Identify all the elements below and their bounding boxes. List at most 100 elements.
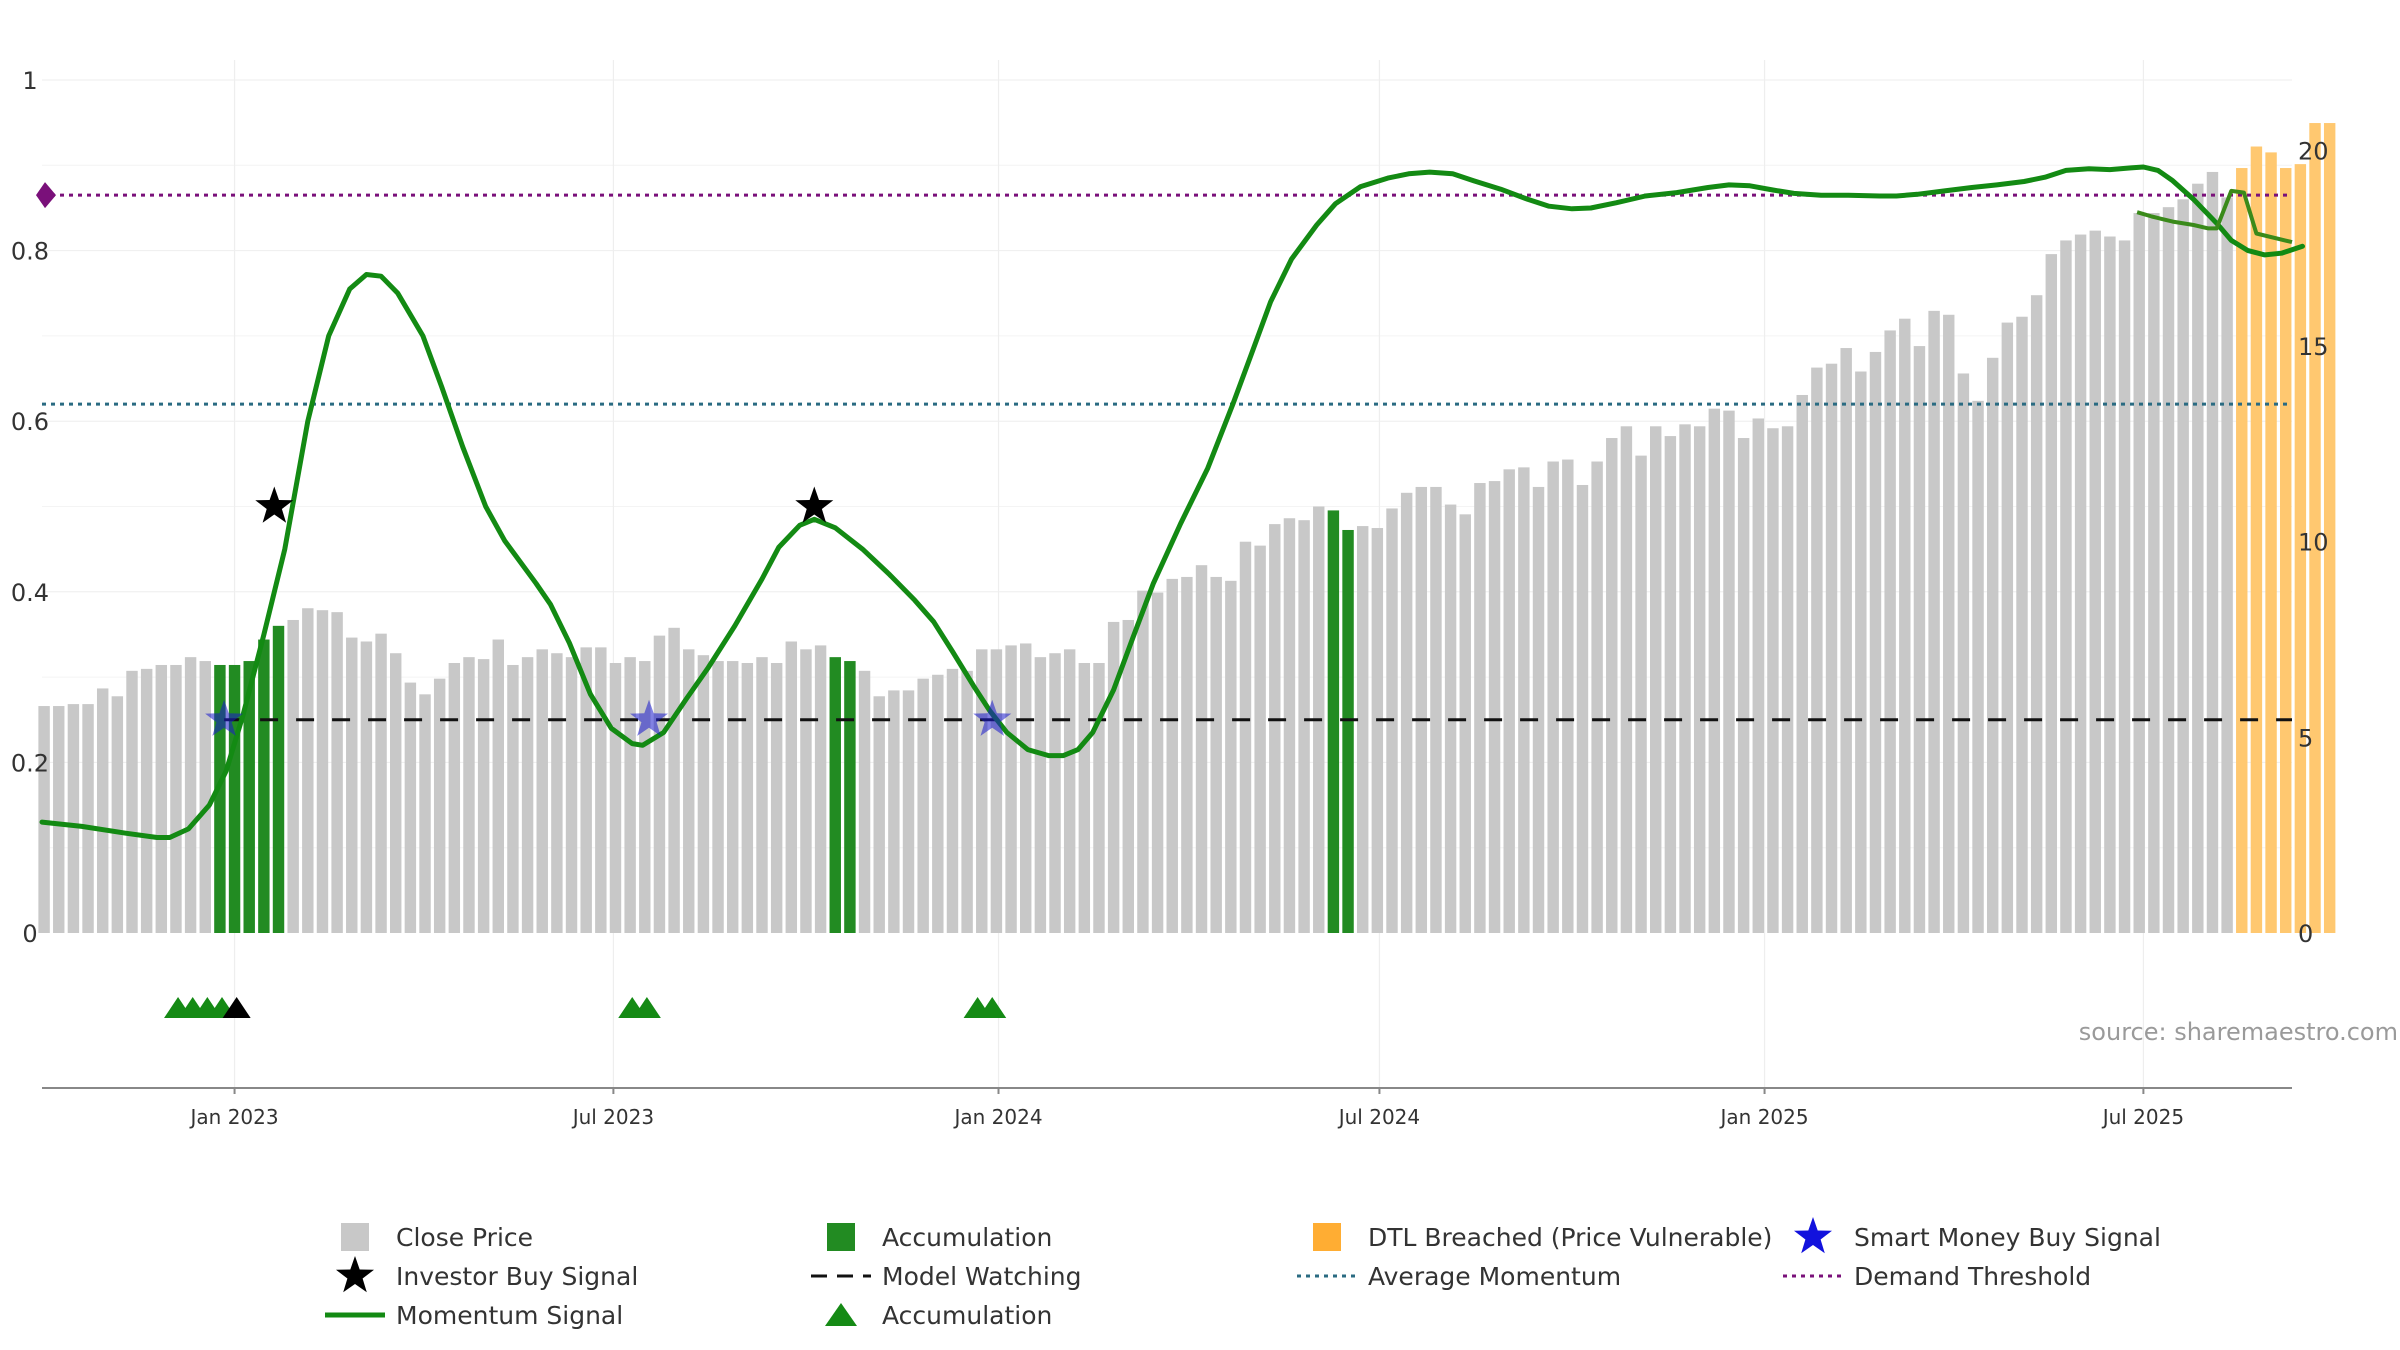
close-price-bar bbox=[1210, 576, 1222, 933]
legend-label: Model Watching bbox=[882, 1262, 1082, 1291]
close-price-bar bbox=[1195, 565, 1208, 933]
close-price-bar bbox=[507, 664, 519, 933]
close-price-bar bbox=[1049, 653, 1061, 933]
close-price-bar bbox=[1679, 424, 1691, 933]
grid bbox=[42, 60, 2292, 1088]
dtl-breached-bar bbox=[2236, 168, 2248, 933]
axes: Jan 2023 Jul 2023 Jan 2024 Jul 2024 Jan 2025… bbox=[11, 67, 2329, 1129]
close-price-bar bbox=[726, 661, 739, 933]
legend-label: Demand Threshold bbox=[1854, 1262, 2091, 1291]
close-price-bar bbox=[1034, 657, 1047, 933]
close-price-bar bbox=[609, 663, 622, 933]
right-tick-label: 0 bbox=[2298, 920, 2313, 948]
close-price-bar bbox=[1811, 367, 1823, 934]
close-price-bar bbox=[595, 647, 607, 933]
accumulation-triangle bbox=[632, 997, 661, 1018]
markers bbox=[164, 486, 1012, 1018]
accumulation-bar bbox=[228, 664, 241, 933]
legend-item: Momentum Signal bbox=[325, 1301, 623, 1330]
legend-label: Accumulation bbox=[882, 1301, 1052, 1330]
close-price-bar bbox=[2192, 183, 2204, 933]
close-price-bar bbox=[1474, 483, 1486, 933]
close-price-bar bbox=[976, 649, 988, 933]
close-price-bar bbox=[946, 668, 959, 933]
close-price-bar bbox=[1825, 363, 1838, 934]
legend-item: Accumulation bbox=[825, 1301, 1052, 1330]
left-tick-label: 0 bbox=[22, 920, 37, 948]
close-price-bar bbox=[1269, 524, 1281, 933]
close-price-bar bbox=[1107, 621, 1120, 933]
close-price-bar bbox=[536, 649, 548, 933]
x-tick-label: Jan 2025 bbox=[1719, 1105, 1809, 1129]
close-price-bar bbox=[1650, 426, 1662, 933]
close-price-bar bbox=[1986, 357, 1999, 934]
close-price-bar bbox=[2133, 213, 2145, 934]
left-tick-label: 0.4 bbox=[11, 579, 49, 607]
close-price-bar bbox=[990, 649, 1003, 933]
legend-item: Smart Money Buy Signal bbox=[1794, 1217, 2161, 1254]
right-tick-label: 10 bbox=[2298, 529, 2329, 557]
left-tick-label: 1 bbox=[22, 67, 37, 95]
close-price-bar bbox=[1547, 461, 1559, 933]
close-price-bar bbox=[96, 688, 109, 933]
close-price-bar bbox=[1708, 408, 1721, 933]
close-price-bar bbox=[1737, 438, 1750, 933]
accumulation-bar bbox=[272, 625, 285, 933]
close-price-bar bbox=[1356, 526, 1369, 933]
close-price-bar bbox=[1078, 663, 1091, 933]
close-price-bar bbox=[155, 664, 168, 933]
dtl-breached-bar bbox=[2309, 123, 2321, 934]
close-price-bar bbox=[375, 633, 387, 933]
legend: Close Price Investor Buy Signal Momentum S… bbox=[325, 1217, 2161, 1330]
close-price-bar bbox=[1796, 394, 1808, 933]
close-price-bar bbox=[404, 682, 417, 933]
close-price-bar bbox=[126, 670, 138, 933]
investor-star bbox=[795, 486, 834, 523]
black-star-icon bbox=[336, 1256, 374, 1293]
close-price-bar bbox=[580, 647, 592, 933]
close-price-bar bbox=[2001, 322, 2014, 934]
close-price-bar bbox=[2045, 254, 2058, 933]
momentum-line bbox=[39, 164, 2305, 840]
close-price-bar bbox=[1723, 410, 1735, 933]
accumulation-bar bbox=[258, 639, 270, 933]
close-price-bar bbox=[2118, 240, 2131, 933]
close-price-bar bbox=[1020, 643, 1032, 933]
accumulation-bar bbox=[829, 657, 841, 933]
close-price-bar bbox=[1137, 590, 1149, 933]
dtl-breached-bar bbox=[2265, 152, 2277, 933]
legend-label: Accumulation bbox=[882, 1223, 1052, 1252]
close-price-bar bbox=[1913, 346, 1926, 934]
legend-label: DTL Breached (Price Vulnerable) bbox=[1368, 1223, 1772, 1252]
close-price-bar bbox=[1562, 459, 1574, 933]
orange-square-icon bbox=[1313, 1223, 1341, 1251]
close-price-bar bbox=[140, 668, 153, 933]
close-price-bar bbox=[2016, 316, 2028, 933]
x-tick-label: Jul 2025 bbox=[2101, 1105, 2184, 1129]
close-price-bar bbox=[1840, 348, 1852, 934]
legend-label: Momentum Signal bbox=[396, 1301, 623, 1330]
lines bbox=[36, 164, 2305, 840]
close-price-bar bbox=[1972, 400, 1984, 933]
close-price-bar bbox=[2074, 234, 2087, 933]
dtl-breached-bar bbox=[2294, 164, 2307, 933]
close-price-bar bbox=[2030, 295, 2043, 933]
close-price-bar bbox=[1459, 514, 1471, 933]
close-price-bar bbox=[741, 663, 754, 933]
close-price-bar bbox=[390, 653, 402, 933]
close-price-bar bbox=[2162, 207, 2175, 934]
close-price-bar bbox=[302, 608, 314, 933]
close-price-bar bbox=[1371, 528, 1384, 933]
left-tick-label: 0.8 bbox=[11, 238, 49, 266]
green-triangle-icon bbox=[825, 1303, 857, 1326]
close-price-bar bbox=[1781, 426, 1794, 933]
close-price-bar bbox=[419, 694, 431, 933]
x-tick-label: Jan 2024 bbox=[952, 1105, 1042, 1129]
legend-label: Average Momentum bbox=[1368, 1262, 1621, 1291]
right-tick-label: 5 bbox=[2298, 724, 2313, 752]
close-price-bar bbox=[1664, 436, 1677, 933]
blue-star-icon bbox=[1794, 1217, 1832, 1254]
close-price-bar bbox=[82, 704, 94, 933]
close-price-bar bbox=[38, 706, 50, 933]
